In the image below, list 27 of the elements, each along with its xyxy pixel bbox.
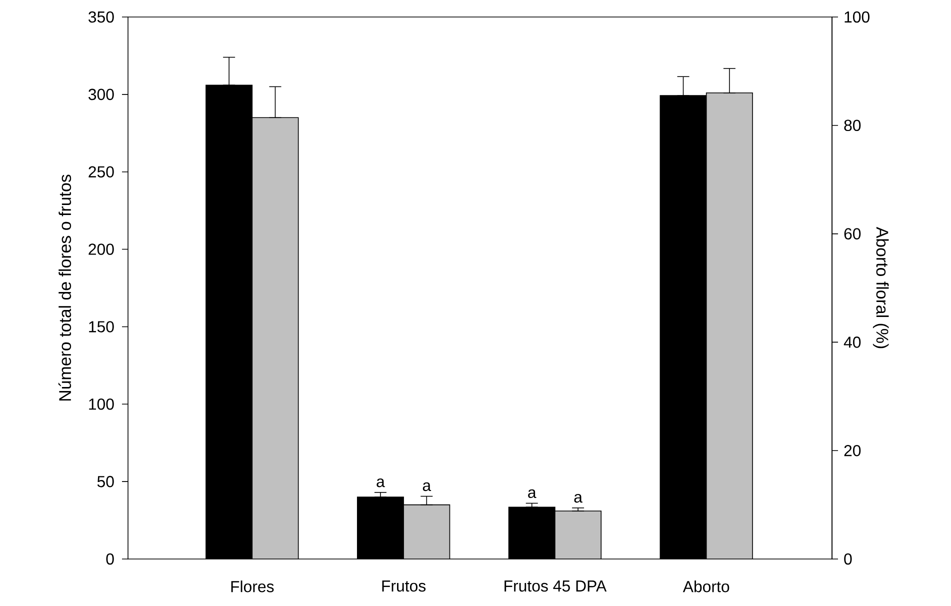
annotation: a <box>528 489 536 498</box>
y-tick-label: 0 <box>106 553 114 565</box>
y-tick-label: 200 <box>88 244 114 255</box>
y2-tick-label: 60 <box>844 228 861 240</box>
y2-tick-label: 80 <box>844 120 861 132</box>
y-tick-label: 350 <box>88 11 114 23</box>
bar <box>554 510 602 559</box>
x-tick-label: Frutos <box>382 580 426 592</box>
bar <box>252 117 299 559</box>
annotation: a <box>574 494 582 503</box>
annotation: a <box>376 478 385 488</box>
y2-tick-label: 100 <box>844 11 870 23</box>
y-axis-title: Número total de flores o frutos <box>58 174 72 401</box>
y-tick-label: 50 <box>97 476 114 488</box>
y-tick-label: 100 <box>89 398 114 410</box>
y2-axis-title: Aborto floral (%) <box>872 226 889 348</box>
bar <box>403 504 450 559</box>
y2-tick-label: 0 <box>844 553 852 565</box>
y-tick-label: 300 <box>88 88 114 100</box>
y2-tick-label: 40 <box>844 336 861 348</box>
x-tick-label: Frutos 45 DPA <box>504 580 607 592</box>
y-tick-label: 150 <box>89 321 114 332</box>
annotation: a <box>422 482 432 492</box>
x-tick-label: Aborto <box>682 580 730 592</box>
y-tick-label: 250 <box>88 166 114 178</box>
y2-tick-label: 20 <box>844 444 861 456</box>
x-tick-label: Flores <box>231 580 274 592</box>
